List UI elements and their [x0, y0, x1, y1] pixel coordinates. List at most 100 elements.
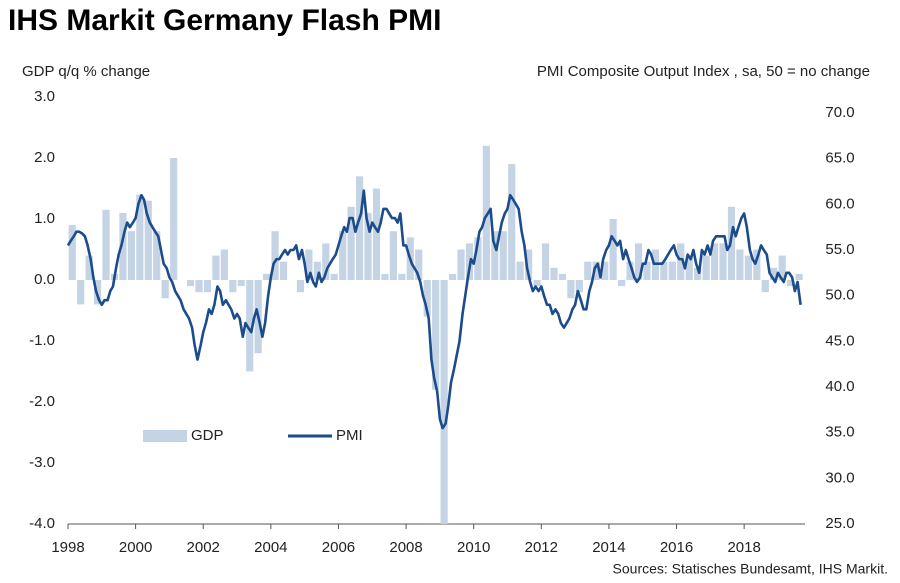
gdp-bar: [127, 231, 135, 280]
gdp-bar: [85, 255, 93, 280]
legend-label: GDP: [191, 427, 224, 444]
gdp-bar: [330, 273, 338, 280]
gdp-bar: [516, 261, 524, 280]
gdp-bar: [710, 243, 719, 280]
gdp-bar: [541, 243, 550, 280]
gdp-bar: [186, 280, 195, 287]
gdp-bar: [203, 280, 212, 293]
y2-tick-label: 35.0: [825, 424, 854, 441]
gdp-bar: [119, 212, 127, 280]
gdp-bar: [322, 243, 330, 280]
gdp-bar: [753, 249, 761, 280]
gdp-bar: [508, 164, 516, 280]
gdp-bar: [609, 219, 617, 280]
x-tick-label: 2012: [525, 539, 558, 556]
gdp-bar: [415, 249, 423, 280]
legend-label: PMI: [336, 427, 363, 444]
y2-tick-label: 70.0: [825, 104, 854, 121]
y-tick-label: -4.0: [29, 515, 55, 532]
gdp-bar: [195, 280, 203, 293]
gdp-bar: [381, 273, 389, 280]
gdp-bar: [525, 249, 533, 280]
gdp-bar: [364, 212, 372, 280]
gdp-bar: [761, 280, 769, 293]
gdp-bar: [246, 280, 254, 372]
gdp-bar: [744, 255, 752, 280]
y-tick-label: -1.0: [29, 332, 55, 349]
gdp-bar: [592, 261, 600, 280]
gdp-bar: [677, 243, 685, 280]
y2-tick-label: 25.0: [825, 515, 854, 532]
gdp-bar: [170, 158, 178, 280]
gdp-bar: [144, 200, 152, 280]
gdp-bar: [668, 261, 676, 280]
gdp-bar: [432, 280, 440, 390]
gdp-bar: [575, 280, 583, 293]
gdp-bar: [702, 255, 710, 280]
gdp-bar: [770, 267, 778, 280]
gdp-bar: [153, 231, 161, 280]
gdp-bar: [643, 261, 651, 280]
gdp-bar: [389, 231, 397, 280]
x-tick-label: 2000: [119, 539, 152, 556]
gdp-bar: [237, 280, 245, 287]
gdp-bar: [305, 249, 313, 280]
gdp-bar: [482, 145, 490, 280]
y-tick-label: 0.0: [34, 271, 55, 288]
gdp-bar: [296, 280, 305, 293]
x-tick-label: 2008: [389, 539, 422, 556]
gdp-bar: [634, 243, 643, 280]
gdp-bar: [558, 273, 567, 280]
gdp-bar: [736, 249, 744, 280]
gdp-bar: [567, 280, 575, 299]
gdp-bar: [347, 206, 355, 280]
y2-tick-label: 30.0: [825, 469, 854, 486]
gdp-bar: [533, 280, 541, 287]
gdp-bar: [787, 280, 795, 287]
gdp-bar: [339, 231, 347, 280]
x-tick-label: 2014: [592, 539, 625, 556]
source-note: Sources: Statisches Bundesamt, IHS Marki…: [613, 561, 888, 577]
gdp-bar: [601, 261, 609, 280]
gdp-bar: [161, 280, 169, 299]
x-tick-label: 2006: [322, 539, 355, 556]
gdp-bar: [457, 249, 465, 280]
gdp-bar: [719, 243, 727, 280]
x-tick-label: 1998: [51, 539, 84, 556]
gdp-bar: [136, 194, 144, 280]
y2-tick-label: 60.0: [825, 195, 854, 212]
gdp-bar: [355, 176, 364, 280]
pmi-line: [66, 189, 802, 430]
gdp-bar: [423, 280, 431, 317]
chart-title: IHS Markit Germany Flash PMI: [8, 4, 441, 37]
y-axis-label: GDP q/q % change: [22, 63, 150, 80]
y2-axis-label: PMI Composite Output Index , sa, 50 = no…: [537, 63, 870, 80]
x-tick-label: 2004: [254, 539, 287, 556]
gdp-bar: [550, 267, 558, 280]
legend-swatch: [143, 430, 187, 442]
y-tick-label: 1.0: [34, 210, 55, 227]
gdp-bar: [212, 255, 220, 280]
gdp-bar: [279, 261, 288, 280]
gdp-bar: [795, 273, 803, 280]
y-tick-label: 3.0: [34, 88, 55, 105]
gdp-bar: [77, 280, 85, 305]
gdp-bar: [313, 261, 321, 280]
gdp-bar: [229, 280, 237, 293]
gdp-bar: [694, 267, 702, 280]
gdp-bar: [685, 255, 693, 280]
y-tick-label: 2.0: [34, 149, 55, 166]
gdp-bar: [102, 209, 110, 280]
y2-tick-label: 55.0: [825, 241, 854, 258]
gdp-bar: [618, 280, 626, 287]
gdp-bar: [398, 273, 406, 280]
gdp-bar: [626, 261, 634, 280]
y2-tick-label: 65.0: [825, 150, 854, 167]
gdp-bar: [271, 231, 279, 280]
gdp-bar: [372, 188, 381, 280]
y-tick-label: -3.0: [29, 454, 55, 471]
y2-tick-label: 50.0: [825, 287, 854, 304]
y-tick-label: -2.0: [29, 393, 55, 410]
gdp-bar: [474, 237, 482, 280]
